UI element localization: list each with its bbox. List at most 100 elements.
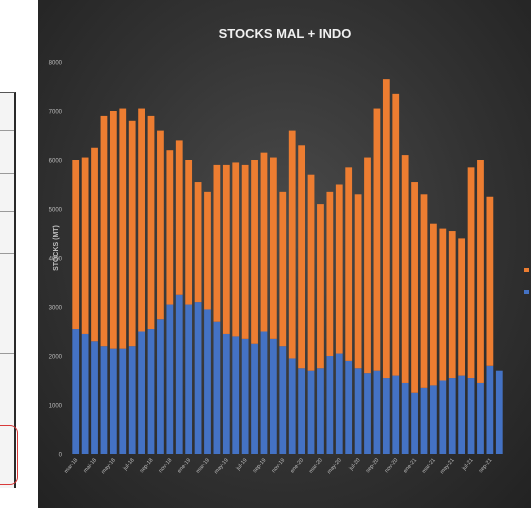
bar-segment-top	[119, 108, 127, 349]
bar-segment-bottom	[411, 392, 418, 454]
bar-segment-bottom	[279, 346, 287, 454]
legend-swatch	[524, 268, 529, 272]
bar-segment-bottom	[477, 382, 484, 454]
bar-segment-top	[232, 162, 240, 337]
x-tick-label: mai-18	[83, 457, 98, 474]
bar-segment-bottom	[392, 375, 400, 454]
bar-segment-bottom	[138, 331, 145, 454]
bar-segment-top	[157, 130, 164, 320]
x-tick-label: ene-19	[177, 457, 193, 474]
bar-segment-top	[467, 167, 475, 379]
bar-segment-bottom	[448, 378, 456, 454]
bar-segment-bottom	[495, 370, 503, 454]
x-tick-label: ene-21	[403, 457, 419, 474]
y-tick-label: 8000	[49, 61, 63, 67]
bar-segment-top	[477, 160, 484, 383]
adjacent-panel-frame	[0, 92, 16, 488]
bar-segment-top	[260, 152, 268, 332]
bar-segment-top	[81, 157, 89, 334]
bar-segment-bottom	[382, 378, 390, 454]
bar-segment-bottom	[307, 370, 315, 454]
bar-segment-top	[128, 120, 136, 347]
x-tick-label: may-21	[439, 457, 455, 475]
bar-segment-bottom	[119, 348, 127, 454]
y-tick-label: 6000	[49, 159, 63, 165]
bar-segment-top	[222, 164, 230, 334]
x-tick-label: nov-20	[384, 457, 399, 474]
bar-segment-bottom	[157, 319, 164, 454]
bar-segment-top	[166, 150, 174, 305]
chart-title: STOCKS MAL + INDO	[219, 26, 352, 41]
y-tick-label: 4000	[49, 257, 63, 263]
bar-segment-top	[72, 160, 80, 330]
adjacent-panel	[0, 0, 38, 508]
x-tick-label: mar-19	[195, 457, 211, 474]
bar-segment-bottom	[317, 368, 324, 454]
x-tick-label: jul-20	[348, 457, 362, 472]
y-tick-label: 3000	[49, 306, 63, 312]
divider	[0, 253, 14, 254]
bar-segment-bottom	[100, 346, 108, 454]
x-tick-label: may-18	[101, 457, 117, 475]
bar-segment-top	[364, 157, 371, 374]
divider	[0, 130, 14, 131]
x-tick-label: sep-20	[365, 457, 380, 474]
bar-segment-top	[392, 93, 400, 376]
bar-segment-top	[448, 231, 456, 379]
bar-segment-bottom	[204, 309, 211, 454]
x-tick-label: sep-19	[252, 457, 267, 474]
bar-segment-top	[147, 115, 155, 330]
divider	[0, 353, 14, 354]
bar-segment-top	[194, 182, 202, 303]
bar-segment-bottom	[222, 333, 230, 454]
bar-segment-bottom	[401, 382, 409, 454]
bar-segment-top	[138, 108, 145, 332]
bar-segment-bottom	[147, 329, 155, 454]
x-tick-label: jul-18	[122, 457, 136, 472]
x-tick-label: mar-18	[63, 457, 79, 474]
red-highlight-box	[0, 425, 18, 485]
x-tick-label: jul-19	[235, 457, 249, 472]
bar-segment-top	[317, 204, 324, 369]
bar-segment-bottom	[175, 294, 183, 454]
bar-segment-bottom	[72, 329, 80, 454]
bar-segment-top	[458, 238, 466, 376]
bar-segment-top	[373, 108, 381, 371]
legend-swatch	[524, 290, 529, 294]
bar-segment-bottom	[354, 368, 362, 454]
bar-segment-bottom	[364, 373, 371, 454]
bar-segment-top	[175, 140, 183, 295]
y-tick-label: 0	[59, 453, 63, 459]
x-tick-label: sep-21	[478, 457, 493, 474]
bar-segment-bottom	[288, 358, 296, 454]
bar-segment-top	[185, 160, 193, 305]
x-tick-label: sep-18	[139, 457, 154, 474]
bar-segment-top	[486, 196, 494, 366]
bar-segment-top	[269, 157, 277, 339]
bar-segment-top	[213, 164, 221, 322]
x-tick-label: mar-20	[308, 457, 324, 474]
bar-segment-bottom	[326, 356, 334, 454]
bar-segment-top	[382, 79, 390, 379]
bar-segment-bottom	[91, 341, 98, 454]
y-tick-label: 1000	[49, 404, 63, 410]
bar-segment-bottom	[109, 348, 117, 454]
bar-segment-bottom	[335, 353, 343, 454]
divider	[0, 173, 14, 174]
bar-segment-bottom	[260, 331, 268, 454]
x-tick-label: ene-20	[290, 457, 306, 474]
bar-segment-bottom	[345, 360, 353, 454]
bar-segment-top	[439, 228, 447, 381]
y-tick-label: 5000	[49, 208, 63, 214]
bar-segment-bottom	[213, 321, 221, 454]
bar-segment-top	[335, 184, 343, 354]
bar-segment-top	[100, 115, 108, 347]
bar-segment-bottom	[269, 338, 277, 454]
bar-segment-bottom	[241, 338, 249, 454]
stacked-bar-chart: STOCKS MAL + INDO STOCKS (MT) 0 1000 2000 3…	[49, 26, 529, 475]
bar-segment-top	[354, 194, 362, 369]
chart-panel: STOCKS MAL + INDO STOCKS (MT) 0 1000 2000 3…	[38, 0, 531, 508]
bar-segment-top	[109, 111, 117, 349]
x-tick-label: nov-18	[158, 457, 173, 474]
bar-segment-top	[241, 164, 249, 339]
